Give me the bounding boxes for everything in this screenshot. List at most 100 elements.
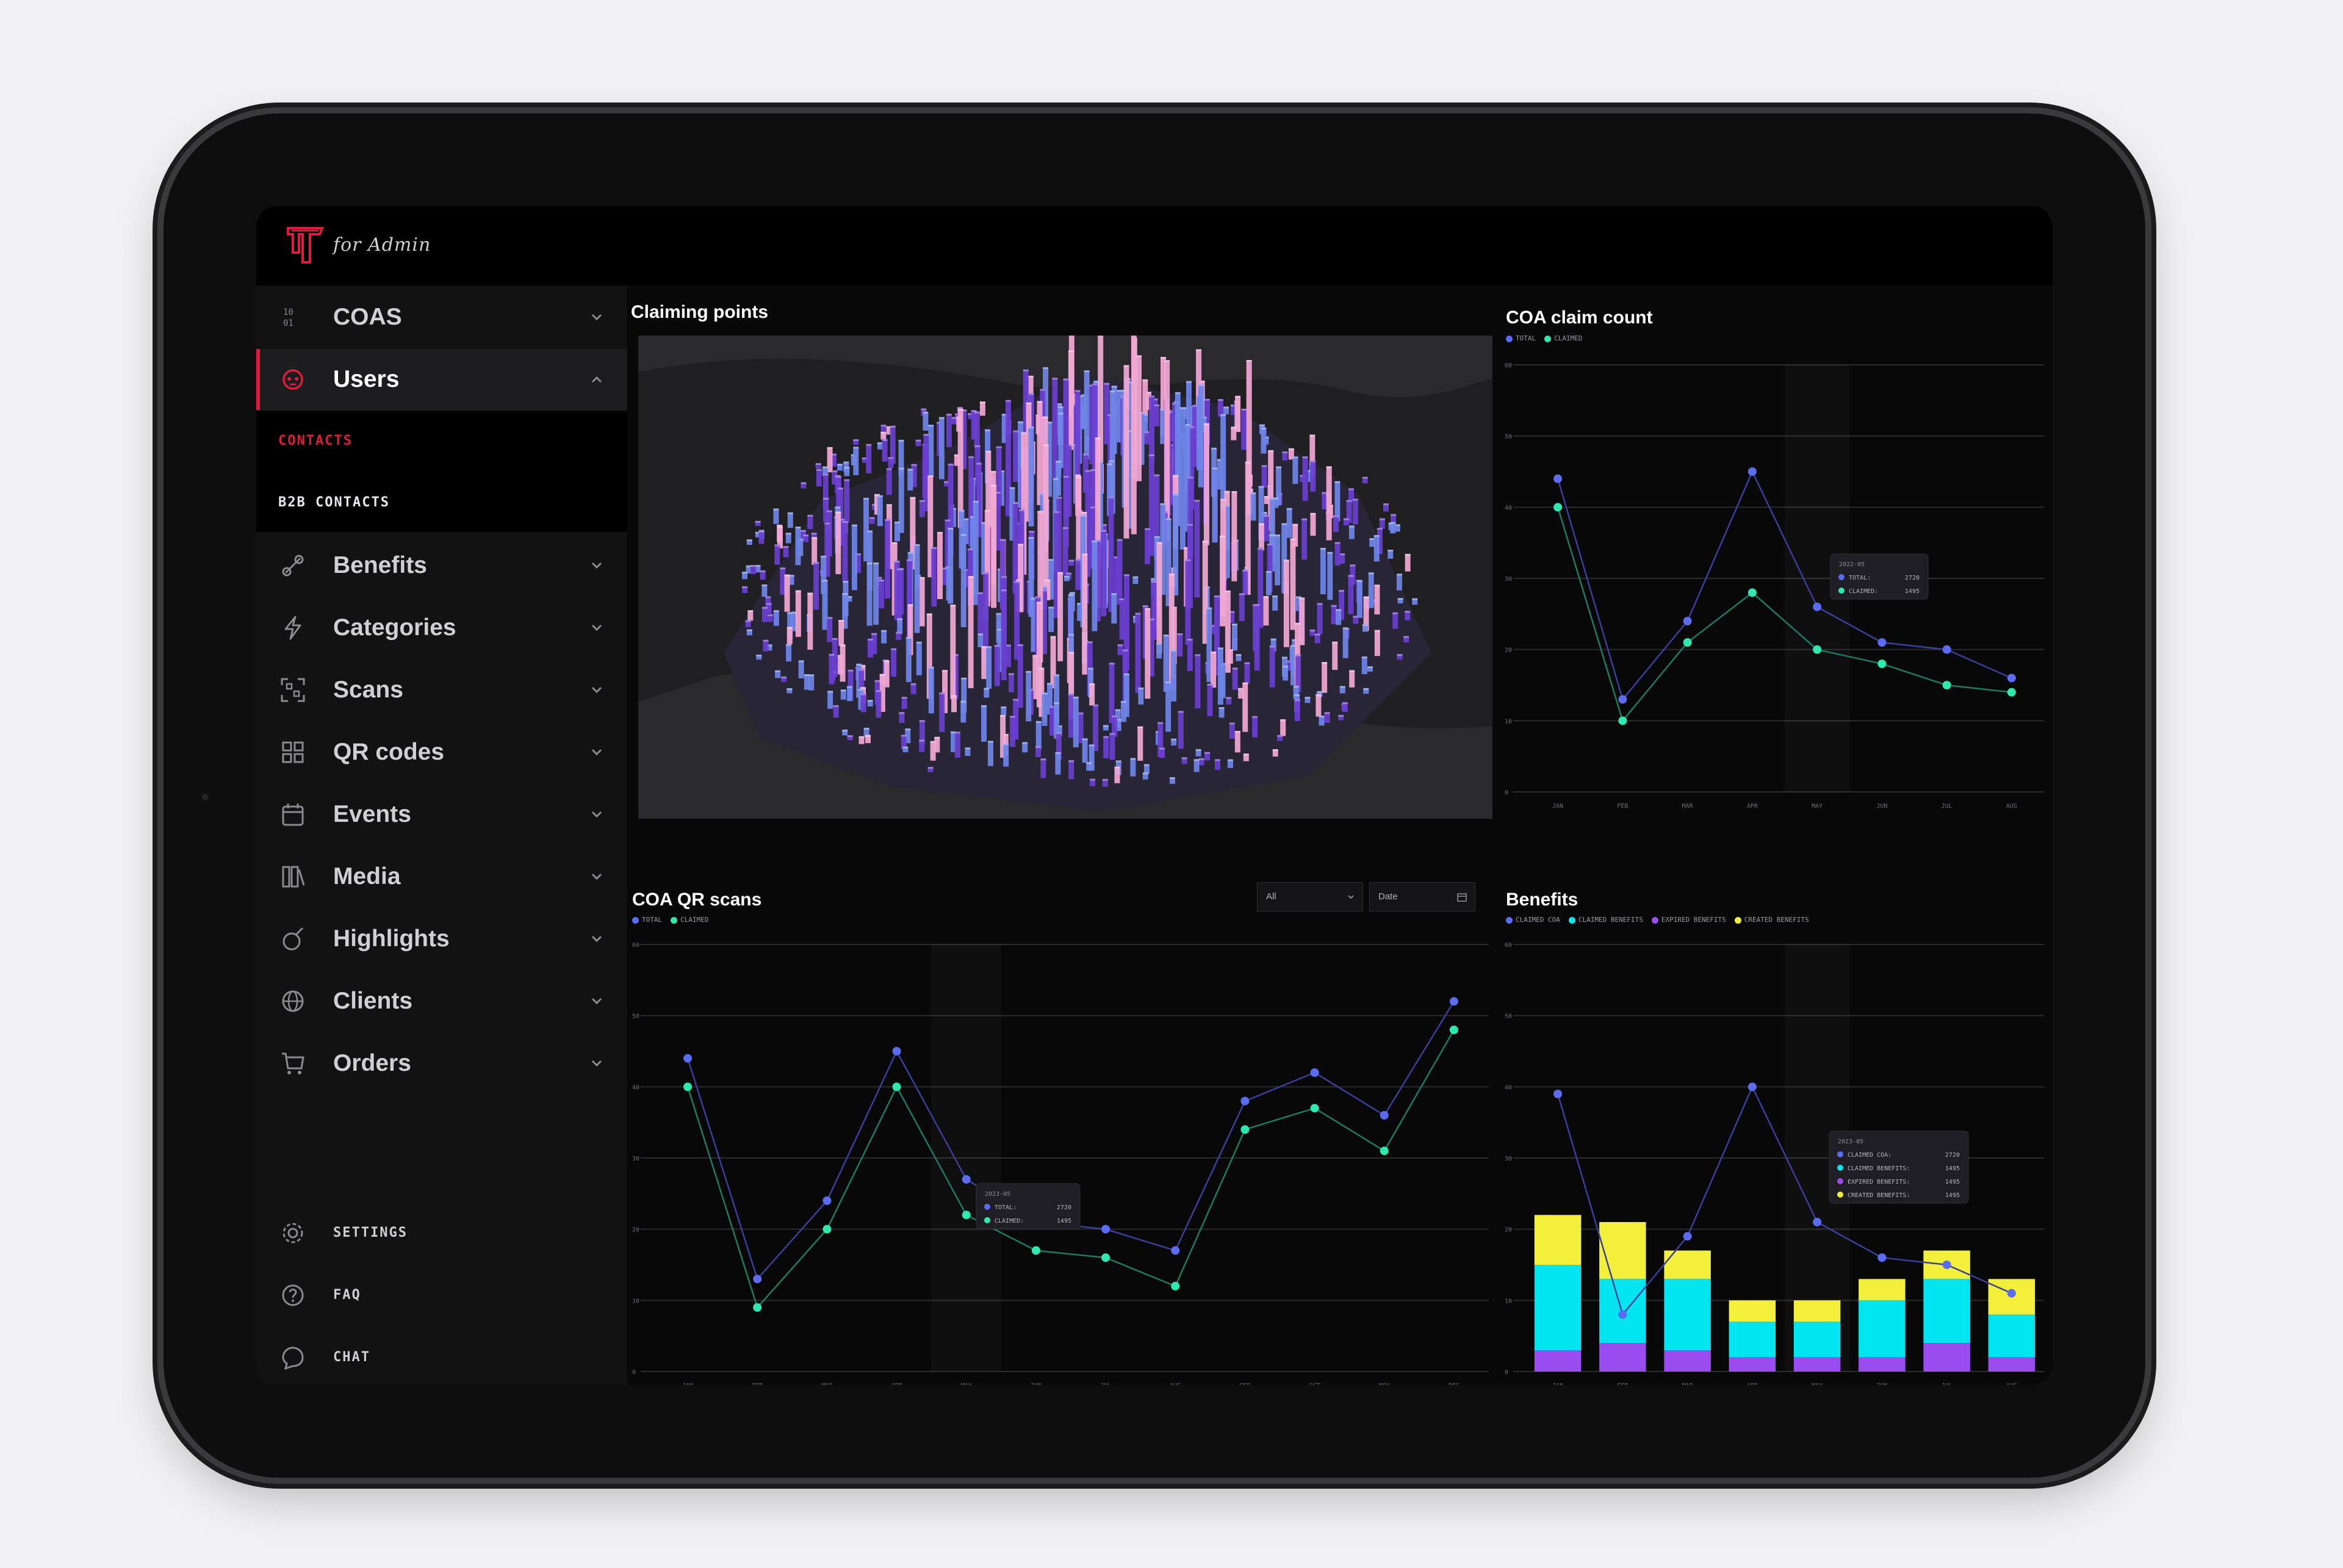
map-bar-top <box>1068 633 1074 636</box>
map-bar-top <box>981 705 987 707</box>
map-bar-top <box>876 577 882 579</box>
y-tick-label: 40 <box>1505 1084 1512 1091</box>
map-bar-top <box>942 567 948 570</box>
map-bar <box>1145 608 1151 699</box>
map-bar-top <box>1163 635 1169 637</box>
map-bar <box>1352 498 1358 525</box>
sidebar-item-qr-codes[interactable]: QR codes <box>256 722 627 783</box>
map-bar <box>1217 459 1223 490</box>
map-bar <box>853 447 859 475</box>
claiming-points-map[interactable] <box>638 336 1492 819</box>
map-bar <box>1169 777 1175 784</box>
sidebar-item-settings[interactable]: SETTINGS <box>256 1209 627 1257</box>
map-bar <box>750 565 756 575</box>
sidebar-item-categories[interactable]: Categories <box>256 597 627 658</box>
sidebar-item-chat[interactable]: CHAT <box>256 1333 627 1382</box>
map-bar <box>1052 378 1058 478</box>
data-point <box>1380 1111 1389 1120</box>
map-bar-top <box>1299 597 1305 600</box>
map-bar-top <box>839 519 845 521</box>
map-bar-top <box>746 629 752 631</box>
map-bar-top <box>986 646 992 649</box>
map-bar <box>1179 407 1186 550</box>
map-bar-top <box>898 439 904 442</box>
map-bar <box>1211 651 1217 688</box>
map-bar-top <box>844 479 850 481</box>
map-bar-top <box>844 467 850 469</box>
map-bar <box>1115 719 1121 732</box>
subnav-item-contacts[interactable]: CONTACTS <box>278 433 353 448</box>
sidebar-item-scans[interactable]: Scans <box>256 660 627 721</box>
map-bar <box>1397 598 1403 603</box>
coa-claim-count-chart[interactable]: 0 10 20 30 40 50 60 JAN FEB MAR APR MAY JUN JUL AUG 202… <box>1501 353 2053 829</box>
map-bar-top <box>848 669 854 672</box>
map-bar-top <box>1142 414 1148 416</box>
map-bar-top <box>907 559 913 561</box>
map-bar-top <box>1090 469 1096 471</box>
subnav-item-b2b-contacts[interactable]: B2B CONTACTS <box>278 495 390 510</box>
sidebar-item-orders[interactable]: Orders <box>256 1033 627 1094</box>
map-bar-top <box>1173 475 1179 477</box>
map-bar-top <box>964 569 970 571</box>
map-bar-top <box>1119 598 1125 600</box>
map-bar-top <box>1069 592 1075 594</box>
map-bar-top <box>985 450 992 453</box>
map-bar-top <box>1001 706 1007 708</box>
data-point <box>1101 1225 1110 1234</box>
map-bar <box>1112 715 1118 737</box>
map-bar-top <box>1066 572 1072 575</box>
map-bar <box>745 620 751 628</box>
sidebar-item-benefits[interactable]: Benefits <box>256 535 627 596</box>
map-bar-top <box>1377 528 1383 530</box>
map-bar <box>1368 572 1374 608</box>
map-bar <box>1230 405 1236 415</box>
brand-logo[interactable]: for Admin <box>286 225 431 265</box>
y-tick-label: 30 <box>1505 576 1512 583</box>
map-bar-top <box>1154 404 1160 406</box>
filter-select[interactable]: All <box>1257 882 1363 912</box>
sidebar-item-highlights[interactable]: Highlights <box>256 908 627 969</box>
map-bar <box>1157 722 1164 757</box>
map-bar-top <box>832 638 838 640</box>
map-bar <box>905 728 911 744</box>
map-bar <box>1104 383 1110 445</box>
map-bar-top <box>1317 603 1323 605</box>
map-bar-top <box>1412 598 1418 600</box>
map-bar-top <box>1252 716 1258 718</box>
data-point <box>2007 688 2016 697</box>
sidebar-item-users[interactable]: Users <box>256 349 627 410</box>
date-picker[interactable]: Date <box>1369 882 1475 912</box>
sidebar-item-faq[interactable]: FAQ <box>256 1271 627 1320</box>
map-bar-top <box>977 592 984 594</box>
map-bar <box>988 741 994 766</box>
map-bar <box>1383 503 1389 512</box>
map-bar-top <box>1112 715 1118 717</box>
sidebar-item-media[interactable]: Media <box>256 846 627 907</box>
sidebar-item-events[interactable]: Events <box>256 784 627 845</box>
map-bar-top <box>916 641 922 644</box>
map-bar <box>1117 644 1123 655</box>
cart-icon <box>282 1052 304 1074</box>
map-bar-top <box>862 457 868 459</box>
sidebar-item-coas[interactable]: 10 01 COAS <box>256 287 627 348</box>
map-bar-top <box>937 531 943 534</box>
tooltip-swatch <box>1838 574 1845 580</box>
map-bar-top <box>1275 534 1281 537</box>
x-tick-label: APR <box>891 1383 903 1385</box>
map-bar <box>1053 511 1059 619</box>
map-bar <box>928 666 934 714</box>
map-bar-top <box>1050 636 1056 638</box>
map-bar <box>1214 759 1220 770</box>
map-bar <box>1018 544 1024 613</box>
tooltip-value: 1495 <box>1945 1179 1960 1185</box>
coa-qr-scans-chart[interactable]: 0 10 20 30 40 50 60 JAN FEB MAR APR MAY JUN JUL AUG SEP… <box>628 932 1495 1385</box>
map-bar <box>994 645 1000 686</box>
globe-icon <box>282 990 304 1012</box>
map-bar <box>1269 646 1275 688</box>
map-bar <box>1391 514 1397 524</box>
map-bar-top <box>1207 683 1213 686</box>
map-bar-top <box>842 593 848 595</box>
sidebar-item-clients[interactable]: Clients <box>256 971 627 1032</box>
tooltip-label: CREATED BENEFITS: <box>1848 1192 1910 1199</box>
benefits-chart[interactable]: 0 10 20 30 40 50 60 JAN FEB MAR APR MAY JUN JUL AUG 202… <box>1501 932 2053 1385</box>
